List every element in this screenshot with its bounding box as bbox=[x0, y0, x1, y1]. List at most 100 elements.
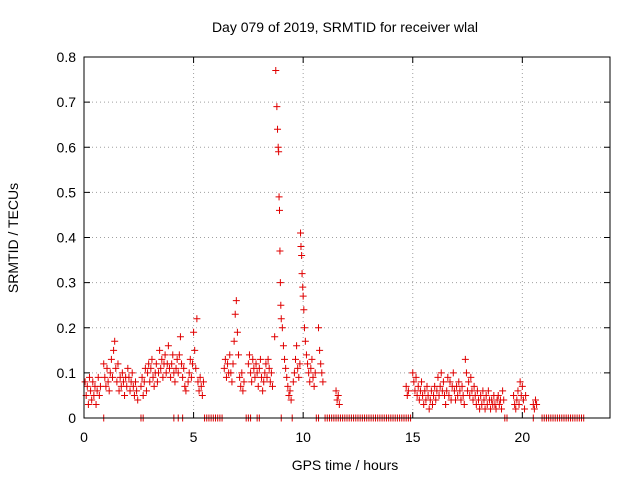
data-point bbox=[158, 355, 166, 363]
data-point bbox=[518, 382, 526, 390]
data-point bbox=[103, 364, 111, 372]
data-point bbox=[233, 328, 241, 336]
data-point bbox=[512, 405, 520, 413]
data-point bbox=[307, 364, 315, 372]
data-point bbox=[165, 364, 173, 372]
data-point bbox=[150, 382, 158, 390]
data-point bbox=[297, 229, 305, 237]
data-point bbox=[310, 382, 318, 390]
data-point bbox=[119, 378, 127, 386]
data-point bbox=[172, 364, 180, 372]
data-point bbox=[455, 378, 463, 386]
data-point bbox=[128, 369, 136, 377]
x-tick-label: 10 bbox=[295, 429, 311, 445]
data-point bbox=[89, 378, 97, 386]
data-point bbox=[176, 333, 184, 341]
y-tick-label: 0.6 bbox=[57, 139, 77, 155]
y-tick-label: 0 bbox=[68, 410, 76, 426]
data-point bbox=[519, 396, 527, 404]
data-point bbox=[222, 373, 230, 381]
data-point bbox=[174, 369, 182, 377]
data-point bbox=[482, 391, 490, 399]
data-point bbox=[190, 328, 198, 336]
x-tick-label: 5 bbox=[190, 429, 198, 445]
data-point bbox=[138, 373, 146, 381]
data-point bbox=[290, 369, 298, 377]
data-point bbox=[115, 387, 123, 395]
x-tick-labels: 0 5 10 15 20 bbox=[80, 429, 530, 445]
x-axis-label: GPS time / hours bbox=[292, 457, 399, 473]
data-point bbox=[461, 355, 469, 363]
data-point bbox=[144, 369, 152, 377]
data-point bbox=[152, 360, 160, 368]
data-point bbox=[229, 360, 237, 368]
data-point bbox=[434, 373, 442, 381]
data-point bbox=[291, 355, 299, 363]
data-point bbox=[123, 382, 131, 390]
data-point bbox=[437, 369, 445, 377]
data-point bbox=[102, 382, 110, 390]
data-point bbox=[87, 387, 95, 395]
data-point bbox=[276, 279, 284, 287]
data-point bbox=[306, 378, 314, 386]
data-point bbox=[283, 373, 291, 381]
data-point bbox=[275, 206, 283, 214]
data-point bbox=[293, 342, 301, 350]
data-point bbox=[162, 369, 170, 377]
data-point bbox=[134, 396, 142, 404]
data-point bbox=[495, 400, 503, 408]
data-point bbox=[333, 396, 341, 404]
data-point bbox=[187, 373, 195, 381]
data-point bbox=[95, 391, 103, 399]
data-point bbox=[168, 360, 176, 368]
data-point bbox=[260, 378, 268, 386]
data-point bbox=[107, 355, 115, 363]
data-point bbox=[159, 373, 167, 381]
data-point bbox=[244, 360, 252, 368]
data-point bbox=[108, 373, 116, 381]
data-point bbox=[220, 364, 228, 372]
y-tick-label: 0.5 bbox=[57, 184, 77, 200]
data-point bbox=[299, 283, 307, 291]
y-tick-label: 0.7 bbox=[57, 94, 77, 110]
data-point bbox=[273, 103, 281, 111]
data-point bbox=[129, 382, 137, 390]
data-point bbox=[484, 387, 492, 395]
data-point bbox=[335, 400, 343, 408]
data-point bbox=[198, 391, 206, 399]
data-point bbox=[274, 125, 282, 133]
data-point bbox=[287, 396, 295, 404]
data-point bbox=[153, 378, 161, 386]
data-point bbox=[510, 391, 518, 399]
axis-ticks bbox=[83, 56, 610, 419]
data-point bbox=[239, 387, 247, 395]
data-point bbox=[308, 355, 316, 363]
data-point bbox=[110, 346, 118, 354]
data-point bbox=[286, 387, 294, 395]
data-point bbox=[112, 364, 120, 372]
data-point bbox=[299, 292, 307, 300]
data-point bbox=[261, 369, 269, 377]
data-point bbox=[155, 369, 163, 377]
data-point bbox=[315, 324, 323, 332]
data-point bbox=[137, 382, 145, 390]
data-point bbox=[171, 378, 179, 386]
data-point bbox=[263, 373, 271, 381]
data-point bbox=[297, 243, 305, 251]
data-point bbox=[262, 360, 270, 368]
data-point bbox=[412, 373, 420, 381]
data-point bbox=[255, 364, 263, 372]
data-point bbox=[457, 396, 465, 404]
data-point bbox=[311, 369, 319, 377]
data-point bbox=[84, 400, 92, 408]
data-point bbox=[442, 400, 450, 408]
data-point bbox=[298, 252, 306, 260]
data-point bbox=[279, 342, 287, 350]
data-point bbox=[522, 391, 530, 399]
data-point bbox=[277, 315, 285, 323]
data-point bbox=[402, 382, 410, 390]
data-point bbox=[124, 364, 132, 372]
y-tick-label: 0.1 bbox=[57, 365, 77, 381]
data-point bbox=[180, 364, 188, 372]
data-point bbox=[118, 369, 126, 377]
